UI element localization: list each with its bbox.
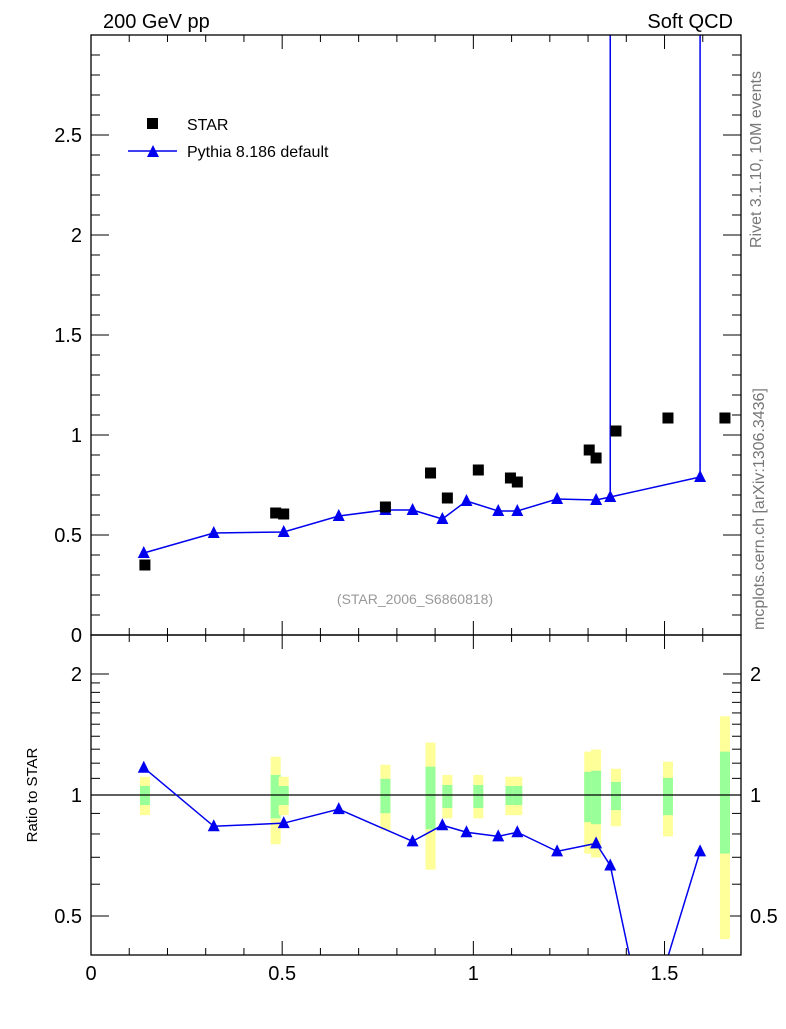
band-stat bbox=[719, 751, 730, 854]
ratio-pythia-point bbox=[277, 816, 290, 829]
band-stat bbox=[662, 777, 673, 816]
ratio-pythia-point bbox=[492, 829, 505, 842]
star-point bbox=[511, 476, 523, 488]
pythia-point bbox=[207, 526, 220, 538]
side-label-top: Rivet 3.1.10, 10M events bbox=[748, 71, 765, 248]
legend-marker-star bbox=[147, 118, 158, 129]
ratio-frame bbox=[90, 634, 742, 956]
pythia-point bbox=[436, 512, 449, 524]
y-tick-label: 2 bbox=[71, 225, 82, 247]
ratio-y-tick-label-right: 2 bbox=[750, 664, 761, 686]
ratio-y-tick-label: 2 bbox=[71, 664, 82, 686]
pythia-point bbox=[137, 546, 150, 558]
ratio-marks bbox=[137, 760, 707, 955]
star-point bbox=[583, 444, 595, 456]
pythia-point bbox=[332, 509, 345, 521]
band-stat bbox=[270, 774, 281, 819]
band-stat bbox=[425, 766, 436, 830]
ratio-y-tick-label: 0.5 bbox=[54, 906, 82, 928]
header-right: Soft QCD bbox=[647, 11, 733, 33]
y-tick-label: 0 bbox=[71, 625, 82, 647]
pythia-point bbox=[406, 503, 419, 515]
pythia-point bbox=[551, 492, 564, 504]
star-point bbox=[610, 425, 622, 437]
ratio-pythia-point bbox=[551, 844, 564, 857]
star-point bbox=[504, 472, 516, 484]
pythia-point bbox=[604, 490, 617, 502]
ratio-y-tick-label: 1 bbox=[71, 785, 82, 807]
main-marks bbox=[137, 35, 731, 571]
star-point bbox=[719, 412, 731, 424]
ratio-pythia-line bbox=[143, 767, 701, 955]
analysis-annotation: (STAR_2006_S6860818) bbox=[337, 591, 493, 607]
y-tick-label: 0.5 bbox=[54, 525, 82, 547]
star-point bbox=[472, 464, 484, 476]
ratio-pythia-point bbox=[436, 818, 449, 831]
ratio-pythia-point bbox=[604, 858, 617, 871]
band-stat bbox=[591, 770, 602, 825]
ratio-y-label: Ratio to STAR bbox=[24, 747, 41, 842]
pythia-point bbox=[511, 504, 524, 516]
pythia-line bbox=[143, 476, 701, 554]
band-stat bbox=[584, 771, 595, 823]
side-label-bottom: mcplots.cern.ch [arXiv:1306.3436] bbox=[751, 388, 768, 630]
band-stat bbox=[442, 784, 453, 809]
pythia-point bbox=[590, 493, 603, 505]
ratio-pythia-point bbox=[590, 836, 603, 849]
star-point bbox=[662, 412, 674, 424]
legend-label-pythia: Pythia 8.186 default bbox=[187, 144, 329, 161]
pythia-point bbox=[492, 504, 505, 516]
ratio-pythia-point bbox=[137, 760, 150, 773]
x-tick-label: 0.5 bbox=[268, 963, 296, 985]
star-point bbox=[270, 507, 282, 519]
ratio-y-tick-label-right: 0.5 bbox=[750, 906, 778, 928]
star-point bbox=[139, 559, 151, 571]
y-tick-label: 2.5 bbox=[54, 125, 82, 147]
x-tick-label: 1.5 bbox=[651, 963, 679, 985]
header-left: 200 GeV pp bbox=[103, 11, 210, 33]
band-stat bbox=[380, 778, 391, 814]
band-stat bbox=[473, 784, 484, 809]
star-point bbox=[425, 467, 437, 479]
y-tick-label: 1.5 bbox=[54, 325, 82, 347]
legend-marker-pythia bbox=[147, 145, 159, 157]
ratio-pythia-point bbox=[460, 825, 473, 838]
pythia-point bbox=[694, 470, 707, 482]
ratio-pythia-point bbox=[694, 844, 707, 857]
ratio-pythia-point bbox=[207, 819, 220, 832]
tick-labels: 0 0.5 1 1.5 2 2.5 0.5 0.5 1 1 2 2 0 0.5 1 1.5 bbox=[54, 125, 778, 985]
x-tick-label: 1 bbox=[468, 963, 479, 985]
pythia-point bbox=[460, 494, 473, 506]
pythia-point bbox=[277, 525, 290, 537]
ratio-pythia-point bbox=[332, 802, 345, 815]
ratio-y-tick-label-right: 1 bbox=[750, 785, 761, 807]
legend-label-star: STAR bbox=[187, 117, 228, 134]
ratio-pythia-point bbox=[406, 834, 419, 847]
band-stat bbox=[610, 781, 621, 811]
star-point bbox=[278, 508, 290, 520]
star-point bbox=[590, 452, 602, 464]
star-point bbox=[441, 492, 453, 504]
ratio-bands bbox=[139, 716, 730, 940]
legend: STAR Pythia 8.186 default bbox=[128, 117, 329, 161]
ratio-pythia-point bbox=[511, 825, 524, 838]
x-tick-label: 0 bbox=[85, 963, 96, 985]
y-tick-label: 1 bbox=[71, 425, 82, 447]
star-point bbox=[379, 501, 391, 513]
